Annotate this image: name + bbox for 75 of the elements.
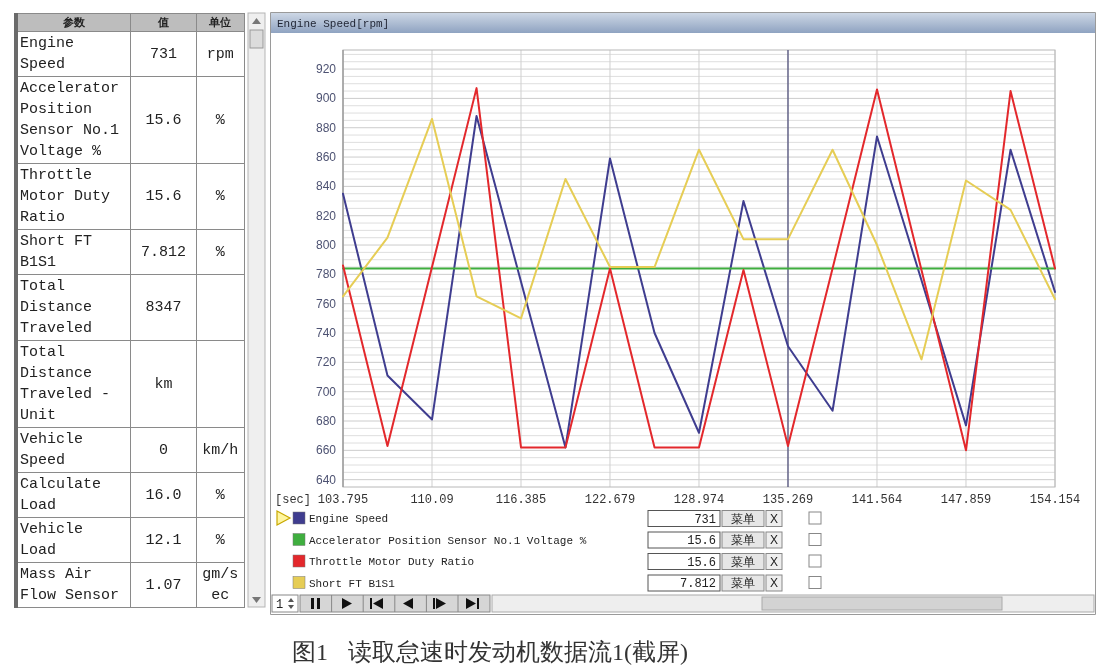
text: % [215, 111, 225, 129]
chart-title: Engine Speed[rpm] [277, 18, 390, 30]
text: 7.812 [140, 243, 186, 261]
text: X [769, 533, 779, 547]
text: X [769, 554, 779, 569]
text: 7.812 [679, 577, 716, 591]
text: X [769, 511, 779, 526]
legend-label: Throttle Motor Duty Ratio [309, 556, 475, 568]
category-label: Short FT B1S1 [16, 229, 131, 275]
text: 16.0 [145, 486, 182, 504]
x-tick-label: 141.564 [851, 493, 903, 507]
text: 15.6 [687, 534, 716, 548]
category-label: Total Distance Traveled - Unit [16, 340, 131, 428]
y-tick-label: 680 [315, 414, 337, 429]
text: 值 [130, 13, 197, 32]
text: rpm [206, 45, 234, 63]
category-label: Throttle Motor Duty Ratio [16, 163, 131, 230]
y-tick-label: 780 [315, 267, 337, 282]
y-tick-label: 700 [315, 384, 337, 399]
text: gm/sec [202, 566, 239, 604]
x-tick-label: 116.385 [495, 493, 547, 507]
y-tick-label: 800 [315, 238, 337, 253]
text: 15.6 [145, 111, 182, 129]
text: % [215, 486, 225, 504]
text: 菜单 [731, 554, 755, 569]
x-tick-label: 135.269 [762, 493, 814, 507]
y-tick-label: 760 [315, 296, 337, 311]
text: % [215, 243, 225, 261]
y-tick-label: 660 [315, 443, 337, 458]
text: 1 [276, 598, 284, 612]
x-tick-label: 122.679 [584, 493, 636, 507]
text: 12.1 [145, 531, 182, 549]
text: 1.07 [145, 576, 182, 594]
category-label: Mass Air Flow Sensor [16, 562, 131, 608]
x-tick-label: 154.154 [1029, 493, 1081, 507]
legend-label: Short FT B1S1 [309, 577, 396, 590]
y-tick-label: 720 [315, 355, 337, 370]
legend-label: Accelerator Position Sensor No.1 Voltage % [309, 534, 587, 547]
text: 731 [149, 45, 177, 63]
y-tick-label: 900 [315, 91, 337, 106]
y-tick-label: 860 [315, 150, 337, 165]
text: % [215, 531, 225, 549]
x-tick-label: 103.795 [317, 493, 369, 507]
x-tick-label: 110.09 [410, 493, 454, 507]
y-tick-label: 920 [315, 62, 337, 77]
category-label: Total Distance Traveled [16, 274, 131, 341]
legend-label: Engine Speed [309, 513, 389, 525]
y-tick-label: 880 [315, 120, 337, 135]
x-axis-title: [sec] [275, 493, 312, 507]
category-label: Vehicle Speed [16, 427, 131, 473]
text: 菜单 [731, 511, 755, 526]
text: 单位 [196, 13, 245, 32]
y-tick-label: 640 [315, 472, 337, 487]
caption: 图1 读取怠速时发动机数据流1(截屏) [292, 639, 688, 665]
y-tick-label: 820 [315, 208, 337, 223]
category-label: Vehicle Load [16, 517, 131, 563]
text: 菜单 [731, 533, 755, 547]
text: 15.6 [687, 555, 716, 570]
text: 15.6 [145, 188, 182, 205]
category-label: Calculate Load [16, 472, 131, 518]
text: X [769, 576, 779, 590]
text: 参数 [16, 13, 131, 32]
x-tick-label: 147.859 [940, 493, 992, 507]
text: 0 [158, 441, 168, 459]
x-tick-label: 128.974 [673, 493, 725, 507]
y-tick-label: 840 [315, 179, 337, 194]
text: km [154, 375, 173, 393]
text: 菜单 [731, 576, 755, 590]
category-label: Engine Speed [16, 31, 131, 77]
text: km/h [202, 441, 239, 459]
text: 8347 [145, 299, 182, 316]
text: % [215, 188, 225, 205]
y-tick-label: 740 [315, 326, 337, 341]
text: 731 [694, 512, 716, 527]
category-label: Accelerator Position Sensor No.1 Voltage % [16, 76, 131, 164]
